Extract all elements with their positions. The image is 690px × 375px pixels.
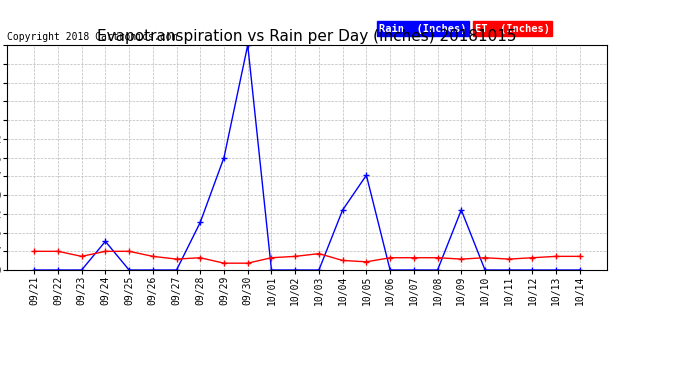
Rain  (Inches) xyxy=(244,43,252,47)
Rain  (Inches) xyxy=(54,268,62,272)
Rain  (Inches) xyxy=(148,268,157,272)
ET  (Inches) xyxy=(481,255,489,260)
ET  (Inches) xyxy=(30,249,39,254)
ET  (Inches) xyxy=(125,249,133,254)
Rain  (Inches) xyxy=(101,239,110,244)
ET  (Inches) xyxy=(362,260,371,264)
Text: ET  (Inches): ET (Inches) xyxy=(475,24,550,33)
Line: ET  (Inches): ET (Inches) xyxy=(31,248,583,267)
ET  (Inches) xyxy=(148,254,157,259)
ET  (Inches) xyxy=(54,249,62,254)
Title: Evapotranspiration vs Rain per Day (Inches) 20181015: Evapotranspiration vs Rain per Day (Inch… xyxy=(97,29,517,44)
ET  (Inches) xyxy=(315,251,323,256)
ET  (Inches) xyxy=(196,255,204,260)
ET  (Inches) xyxy=(172,257,181,261)
Rain  (Inches) xyxy=(315,268,323,272)
Rain  (Inches) xyxy=(172,268,181,272)
ET  (Inches) xyxy=(244,261,252,266)
ET  (Inches) xyxy=(575,254,584,259)
Rain  (Inches) xyxy=(457,208,466,212)
Rain  (Inches) xyxy=(196,220,204,225)
Rain  (Inches) xyxy=(362,173,371,177)
Rain  (Inches) xyxy=(339,208,347,212)
Rain  (Inches) xyxy=(504,268,513,272)
Rain  (Inches) xyxy=(220,155,228,160)
Text: Rain  (Inches): Rain (Inches) xyxy=(379,24,466,33)
ET  (Inches) xyxy=(77,254,86,259)
Rain  (Inches) xyxy=(410,268,418,272)
Rain  (Inches) xyxy=(575,268,584,272)
Rain  (Inches) xyxy=(481,268,489,272)
Rain  (Inches) xyxy=(125,268,133,272)
Rain  (Inches) xyxy=(529,268,537,272)
ET  (Inches) xyxy=(339,258,347,263)
Rain  (Inches) xyxy=(267,268,275,272)
ET  (Inches) xyxy=(220,261,228,266)
ET  (Inches) xyxy=(410,255,418,260)
Rain  (Inches) xyxy=(433,268,442,272)
ET  (Inches) xyxy=(386,255,394,260)
Line: Rain  (Inches): Rain (Inches) xyxy=(31,42,583,273)
Rain  (Inches) xyxy=(30,268,39,272)
ET  (Inches) xyxy=(552,254,560,259)
Rain  (Inches) xyxy=(552,268,560,272)
ET  (Inches) xyxy=(101,249,110,254)
Rain  (Inches) xyxy=(291,268,299,272)
ET  (Inches) xyxy=(267,255,275,260)
ET  (Inches) xyxy=(457,257,466,261)
ET  (Inches) xyxy=(433,255,442,260)
Text: Copyright 2018 Cartronics.com: Copyright 2018 Cartronics.com xyxy=(7,32,177,42)
ET  (Inches) xyxy=(529,255,537,260)
Rain  (Inches) xyxy=(77,268,86,272)
ET  (Inches) xyxy=(291,254,299,259)
ET  (Inches) xyxy=(504,257,513,261)
Rain  (Inches) xyxy=(386,268,394,272)
